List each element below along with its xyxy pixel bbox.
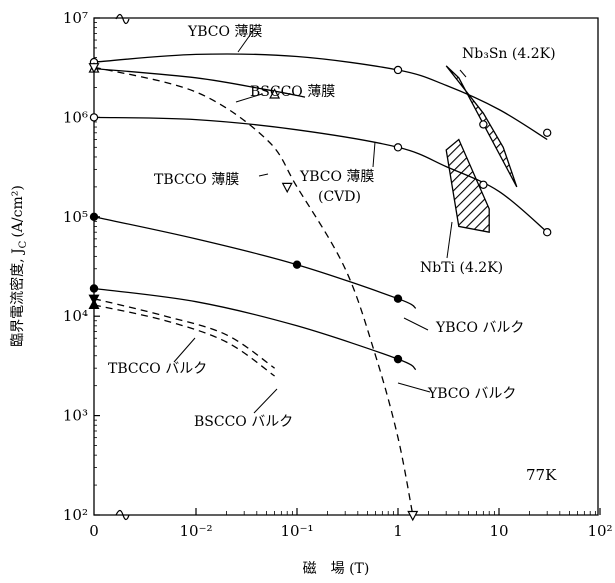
- line-ybco-bulk-1: [93, 216, 417, 309]
- label-ybco-film-cvd: YBCO 薄膜: [299, 169, 374, 185]
- y-tick-label-4: 10⁶: [63, 108, 88, 126]
- plot-frame: [93, 13, 599, 521]
- label-tbcco-film: TBCCO 薄膜: [154, 172, 239, 188]
- x-axis-title: 磁 場 (T): [303, 561, 370, 577]
- region-nbti: [445, 138, 490, 233]
- y-tick-label-2: 10⁴: [63, 307, 88, 325]
- marker-ybco-film-1: [393, 65, 403, 75]
- y-axis: 10² 10³ 10⁴ 10⁵ 10⁶ 10⁷: [63, 9, 100, 524]
- label-ybco-bulk-2: YBCO バルク: [427, 386, 516, 402]
- marker-tbcco-film-1: [281, 182, 293, 194]
- x-axis: 0 10⁻² 10⁻¹ 1 10 10²: [89, 508, 613, 540]
- marker-ybco-film-2: [479, 120, 488, 129]
- marker-tbcco-film-2: [407, 510, 419, 522]
- series-lines: [93, 53, 548, 516]
- y-axis-title-main: 臨界電流密度, J: [9, 248, 26, 347]
- line-tbcco-film: [93, 66, 414, 516]
- marker-ybco-film-cvd-2: [479, 180, 488, 189]
- line-bscco-bulk: [93, 304, 275, 377]
- marker-ybco-bulk-2-0: [89, 284, 99, 293]
- label-nb3sn: Nb₃Sn (4.2K): [462, 46, 556, 62]
- line-ybco-film: [93, 53, 548, 141]
- marker-ybco-film-cvd-1: [393, 143, 403, 152]
- marker-ybco-bulk-1-2: [393, 294, 403, 303]
- marker-bscco-bulk-0: [88, 298, 100, 309]
- marker-ybco-film-cvd-3: [542, 227, 552, 237]
- line-ybco-bulk-2: [93, 287, 417, 371]
- x-tick-label-5: 10²: [587, 522, 612, 540]
- line-tbcco-bulk: [93, 298, 275, 369]
- marker-ybco-film-3: [542, 128, 552, 137]
- line-ybco-film-cvd: [93, 116, 548, 233]
- y-tick-label-1: 10³: [63, 407, 88, 425]
- x-tick-label-4: 10: [489, 522, 508, 540]
- x-tick-label-3: 1: [393, 522, 403, 540]
- y-tick-label-0: 10²: [63, 506, 88, 524]
- x-tick-label-1: 10⁻²: [179, 522, 212, 540]
- marker-ybco-film-cvd-0: [89, 113, 99, 122]
- series-markers: [88, 57, 552, 522]
- marker-bscco-film-1: [269, 88, 281, 99]
- label-tbcco-bulk: TBCCO バルク: [108, 361, 207, 377]
- label-ybco-bulk-1: YBCO バルク: [435, 320, 524, 336]
- y-axis-title-unit: (A/cm²): [10, 185, 26, 237]
- label-bscco-bulk: BSCCO バルク: [194, 414, 293, 430]
- y-axis-title-sub: C: [18, 240, 29, 248]
- label-nbti: NbTi (4.2K): [420, 260, 503, 276]
- y-tick-label-3: 10⁵: [63, 208, 88, 226]
- label-ybco-film-cvd-2: (CVD): [318, 189, 361, 205]
- label-ybco-film: YBCO 薄膜: [187, 24, 262, 40]
- marker-ybco-bulk-2-1: [393, 354, 403, 364]
- y-axis-title: 臨界電流密度, JC (A/cm²): [9, 185, 29, 347]
- label-bscco-film: BSCCO 薄膜: [250, 84, 335, 100]
- region-nb3sn: [445, 65, 518, 188]
- marker-ybco-bulk-1-1: [292, 260, 302, 269]
- y-tick-label-5: 10⁷: [63, 9, 88, 27]
- x-tick-label-0: 0: [89, 522, 99, 540]
- marker-ybco-bulk-1-0: [89, 212, 99, 221]
- marker-tbcco-film-0: [88, 63, 100, 74]
- x-tick-label-2: 10⁻¹: [280, 522, 313, 540]
- leader-lines: [173, 27, 467, 414]
- temperature-annotation: 77K: [526, 466, 557, 484]
- line-bscco-film: [93, 67, 306, 98]
- hatched-regions: [445, 65, 518, 233]
